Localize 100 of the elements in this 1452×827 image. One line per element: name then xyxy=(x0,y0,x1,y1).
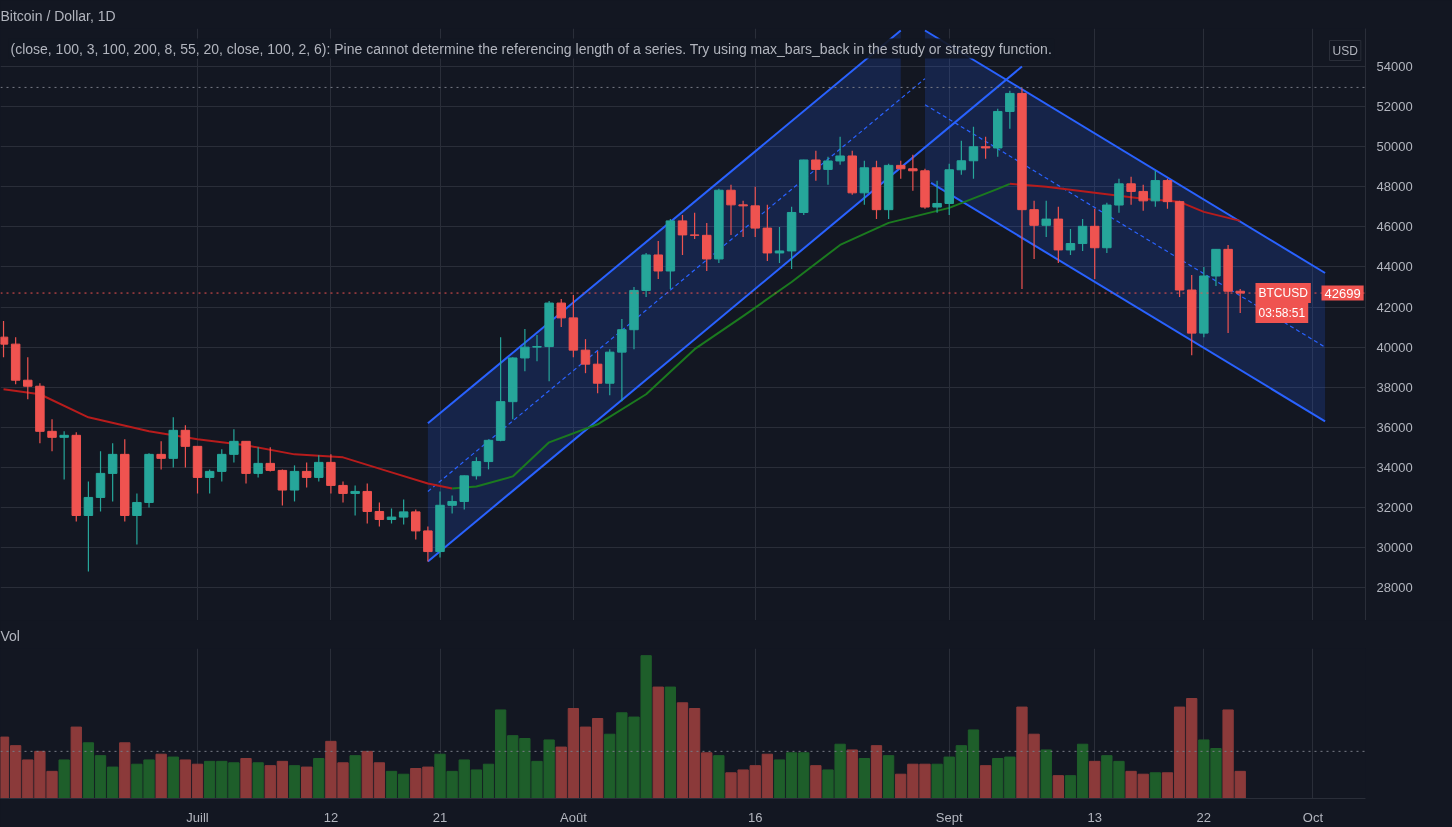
candlestick xyxy=(556,298,566,328)
candlestick xyxy=(301,461,312,489)
candlestick xyxy=(1114,178,1124,214)
candlestick xyxy=(677,214,688,256)
bar xyxy=(664,686,677,799)
bar xyxy=(70,726,82,799)
bar xyxy=(713,755,725,799)
candlestick xyxy=(362,482,373,525)
x-tick-label: Août xyxy=(560,809,588,825)
candlestick xyxy=(204,468,215,495)
candlestick xyxy=(0,320,9,358)
ref-line-label: 42699 xyxy=(1324,285,1361,301)
candlestick xyxy=(908,154,918,192)
candlestick xyxy=(968,126,979,180)
candlestick xyxy=(398,498,409,526)
candlestick xyxy=(811,150,821,182)
bar xyxy=(119,742,131,799)
candlestick xyxy=(23,356,33,400)
y-tick-label: 52000 xyxy=(1376,99,1413,115)
x-tick-label: 22 xyxy=(1196,809,1212,825)
annotation: 03:58:51 xyxy=(1258,306,1306,321)
line-series xyxy=(1008,182,1242,222)
candlestick xyxy=(217,448,227,483)
y-tick-label: 46000 xyxy=(1376,219,1413,235)
candlestick xyxy=(750,186,760,238)
y-tick-label: 34000 xyxy=(1376,459,1413,475)
candlestick xyxy=(350,484,360,517)
bar xyxy=(870,745,883,799)
bar xyxy=(349,755,361,799)
candlestick xyxy=(738,200,748,238)
candlestick xyxy=(1126,176,1136,206)
candlestick xyxy=(835,136,845,166)
y-axis-title: USD xyxy=(1332,43,1359,58)
candlestick xyxy=(411,508,421,541)
bar xyxy=(252,762,264,799)
candlestick xyxy=(1005,90,1015,130)
x-tick-label: 16 xyxy=(748,809,763,825)
candlestick xyxy=(1138,184,1148,212)
y-tick-label: 48000 xyxy=(1376,179,1413,195)
candlestick xyxy=(774,226,785,264)
x-tick-label: 12 xyxy=(323,809,339,825)
y-tick-label: 54000 xyxy=(1376,59,1413,75)
bar xyxy=(858,758,871,799)
y-tick-label: 40000 xyxy=(1376,339,1413,355)
bar xyxy=(979,765,992,799)
candlestick xyxy=(1065,228,1076,256)
candlestick xyxy=(483,438,494,470)
bar xyxy=(810,765,822,799)
candlestick xyxy=(653,240,663,280)
y-tick-label: 42000 xyxy=(1376,299,1413,315)
bar xyxy=(155,753,167,799)
candlestick xyxy=(47,418,57,452)
candlestick xyxy=(1041,200,1051,238)
candlestick xyxy=(980,136,991,160)
line-series xyxy=(451,182,1011,490)
candlestick xyxy=(229,428,239,463)
y-tick-label: 50000 xyxy=(1376,139,1413,155)
bar xyxy=(288,765,301,799)
candlestick xyxy=(1162,178,1173,210)
x-tick-label: Oct xyxy=(1302,809,1324,825)
candlestick xyxy=(1089,208,1100,280)
x-tick-label: Sept xyxy=(935,809,963,825)
x-tick-label: 21 xyxy=(432,809,448,825)
x-tick-label: 13 xyxy=(1087,809,1102,825)
candlestick xyxy=(592,350,603,394)
candlestick xyxy=(59,430,69,481)
y-tick-label: 28000 xyxy=(1376,580,1413,596)
candlestick xyxy=(726,184,736,236)
candlestick xyxy=(132,492,142,546)
candlestick xyxy=(956,140,967,176)
y-tick-label: 44000 xyxy=(1376,259,1413,275)
chart-title: Vol xyxy=(0,627,20,644)
bar xyxy=(58,759,70,799)
bar xyxy=(1149,772,1161,799)
y-tick-label: 32000 xyxy=(1376,499,1413,515)
bar xyxy=(1089,760,1101,799)
bar xyxy=(240,758,252,799)
candlestick xyxy=(156,440,166,470)
candlestick xyxy=(326,453,336,495)
bar xyxy=(846,749,858,799)
y-tick-label: 38000 xyxy=(1376,379,1413,395)
candlestick xyxy=(180,424,191,468)
candlestick xyxy=(932,180,942,214)
candlestick xyxy=(1029,200,1039,260)
candlestick xyxy=(702,222,712,272)
annotation: BTCUSD xyxy=(1258,286,1309,301)
candlestick xyxy=(107,442,118,503)
line-series xyxy=(2,388,454,490)
bar xyxy=(167,756,179,799)
candlestick xyxy=(617,318,627,402)
candlestick xyxy=(447,494,457,515)
candlestick xyxy=(471,456,482,481)
candlestick xyxy=(532,334,542,362)
candlestick xyxy=(265,446,276,472)
candlestick xyxy=(689,212,700,240)
candlestick xyxy=(1077,218,1088,252)
candlestick xyxy=(895,160,906,180)
y-tick-label: 36000 xyxy=(1376,419,1413,435)
candlestick xyxy=(277,468,288,507)
candlestick xyxy=(374,501,385,528)
